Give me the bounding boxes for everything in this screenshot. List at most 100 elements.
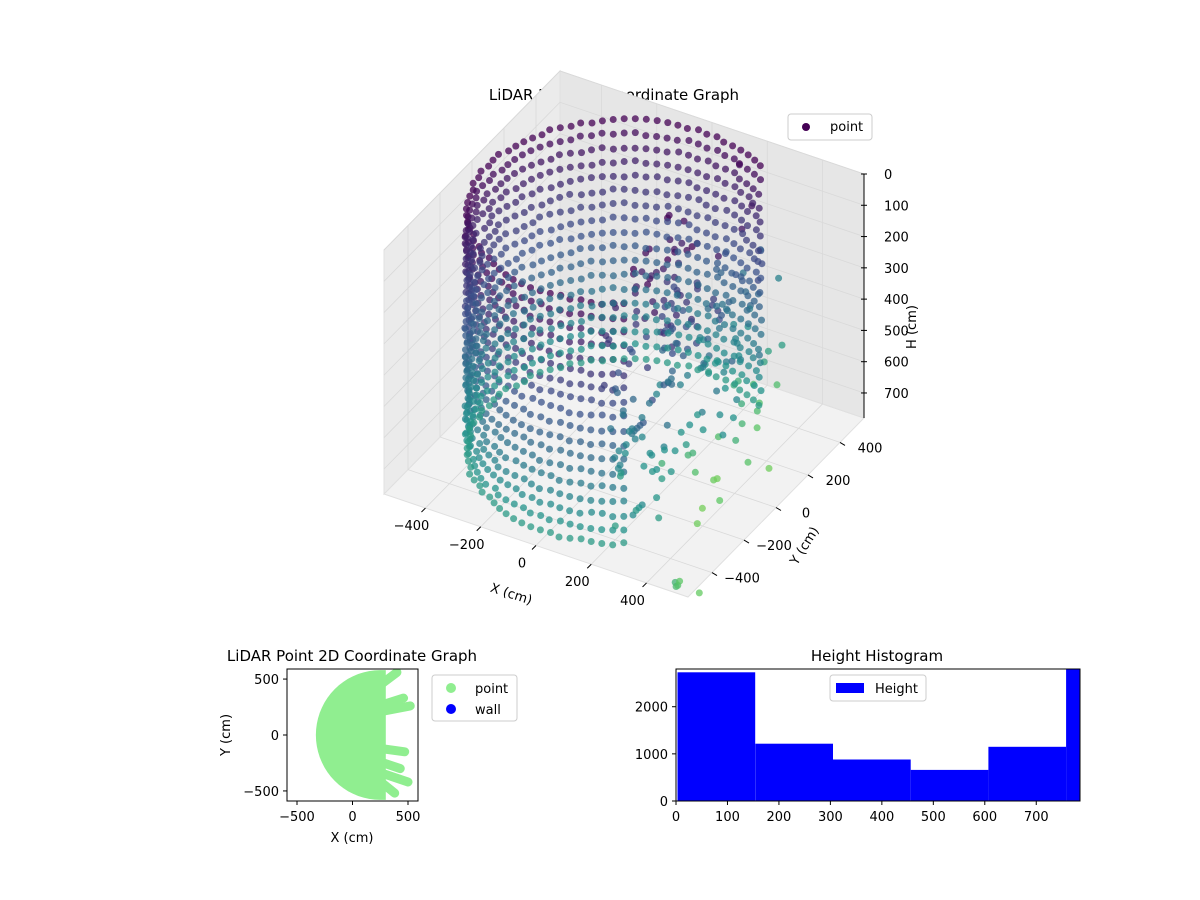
point-3d-marker <box>749 396 757 404</box>
point-3d-marker <box>529 303 537 311</box>
chart-2d-legend-point-label: point <box>475 682 508 697</box>
point-3d-marker <box>587 482 595 490</box>
point-3d-marker <box>587 538 595 545</box>
point-3d-marker <box>750 297 758 305</box>
point-3d-marker <box>744 334 752 342</box>
point-3d-marker <box>620 115 628 123</box>
point-3d-marker <box>685 179 693 187</box>
point-3d-marker <box>512 344 520 352</box>
point-3d-marker <box>642 145 650 153</box>
point-3d-marker <box>468 355 476 363</box>
point-3d-marker <box>642 202 650 210</box>
point-3d-marker <box>736 161 743 169</box>
point-3d-marker <box>547 500 555 508</box>
point-3d-marker <box>576 424 584 432</box>
point-3d-marker <box>752 212 760 220</box>
point-3d-marker <box>511 156 519 163</box>
point-3d-marker <box>653 245 661 253</box>
point-3d-marker <box>721 152 729 159</box>
point-3d-marker <box>504 161 512 169</box>
point-3d-marker <box>556 264 564 272</box>
point-3d-marker <box>587 314 595 322</box>
point-3d-marker <box>749 283 757 291</box>
point-3d-marker <box>567 347 575 355</box>
point-3d-marker <box>712 162 720 170</box>
point-3d-marker <box>646 449 654 457</box>
point-3d-marker <box>730 225 738 233</box>
point-3d-marker <box>577 191 585 199</box>
point-3d-marker <box>642 313 650 321</box>
point-3d-marker <box>567 136 575 144</box>
point-3d-marker <box>509 416 517 424</box>
point-3d-marker <box>746 277 753 285</box>
point-3d-marker <box>695 126 702 134</box>
x3d-tick-label: −400 <box>394 519 430 534</box>
point-3d-marker <box>490 241 498 249</box>
x3d-tick-label: 0 <box>518 557 526 572</box>
point-3d-marker <box>470 397 478 405</box>
point-3d-marker <box>598 342 606 350</box>
point-3d-marker <box>620 256 628 264</box>
point-3d-marker <box>556 293 564 301</box>
point-3d-marker <box>556 306 563 314</box>
point-3d-marker <box>577 296 585 304</box>
point-3d-marker <box>484 466 492 473</box>
point-3d-marker <box>481 224 489 232</box>
point-3d-marker <box>699 363 707 371</box>
point-3d-marker <box>490 499 498 507</box>
point-3d-marker <box>473 187 481 195</box>
grid-line-y <box>535 339 841 443</box>
point-3d-marker <box>484 289 492 297</box>
point-3d-marker <box>631 129 639 137</box>
point-3d-marker <box>737 315 745 323</box>
point-3d-marker <box>485 310 493 318</box>
point-3d-marker <box>520 475 528 483</box>
point-3d-marker <box>476 413 483 421</box>
point-3d-marker <box>537 271 545 279</box>
point-3d-marker <box>490 255 498 263</box>
point-3d-marker <box>528 465 536 473</box>
point-3d-marker <box>502 496 510 504</box>
point-3d-marker <box>642 342 650 350</box>
point-3d-marker <box>475 315 483 322</box>
point-3d-marker <box>605 336 613 344</box>
point-3d-marker <box>732 436 740 444</box>
point-3d-marker <box>764 347 772 355</box>
point-3d-marker <box>478 252 486 260</box>
point-3d-marker <box>470 419 478 427</box>
point-3d-marker <box>613 389 621 397</box>
point-3d-marker <box>469 179 477 187</box>
point-3d-marker <box>490 396 498 404</box>
point-3d-marker <box>673 361 681 369</box>
point-3d-marker <box>652 302 660 310</box>
point-3d-marker <box>598 327 606 335</box>
point-3d-marker <box>491 484 499 492</box>
point-3d-marker <box>651 309 659 316</box>
point-3d-marker <box>653 357 661 365</box>
point-3d-marker <box>756 232 764 240</box>
point-3d-marker <box>547 472 555 480</box>
point-3d-marker <box>463 403 471 411</box>
point-3d-marker <box>598 271 606 279</box>
point-3d-marker <box>527 339 535 347</box>
point-3d-marker <box>631 299 639 307</box>
point-3d-marker <box>625 360 633 368</box>
point-3d-marker <box>664 378 672 386</box>
point-3d-marker <box>512 185 520 193</box>
point-3d-marker <box>548 268 555 276</box>
point-3d-marker <box>664 329 672 337</box>
point-3d-marker <box>620 455 628 463</box>
point-3d-marker <box>556 335 564 343</box>
point-3d-marker <box>598 455 606 463</box>
point-3d-marker <box>529 394 537 402</box>
point-3d-marker <box>675 148 683 156</box>
point-3d-marker <box>658 313 666 320</box>
point-3d-marker <box>685 221 693 229</box>
point-3d-marker <box>721 264 729 272</box>
point-3d-marker <box>490 269 498 277</box>
point-3d-marker <box>567 249 575 257</box>
point-3d-marker <box>490 471 497 479</box>
point-3d-marker <box>609 257 617 265</box>
x2d-tick-label: −500 <box>279 810 315 825</box>
